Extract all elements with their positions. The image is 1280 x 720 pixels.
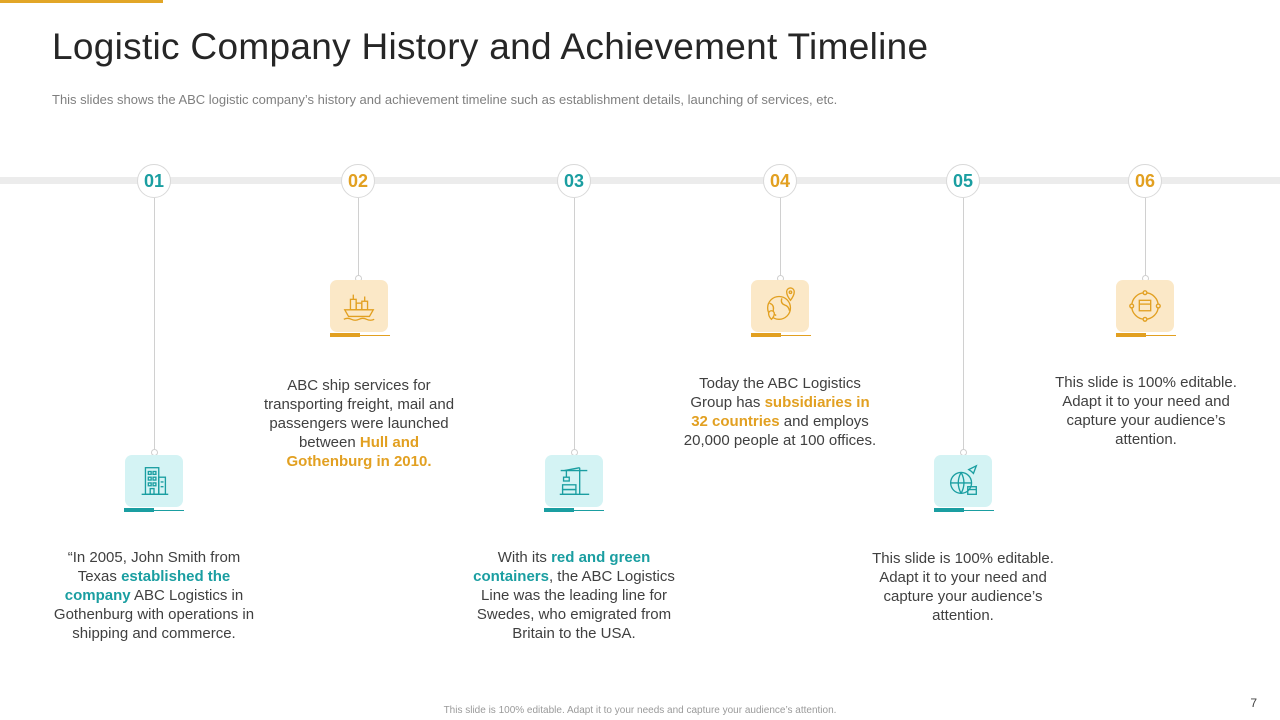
milestone-description-06: This slide is 100% editable. Adapt it to… xyxy=(1055,374,1237,448)
connector-line xyxy=(963,198,964,452)
milestone-description-03: With its red and green containers, the A… xyxy=(473,549,675,642)
milestone-number-05: 05 xyxy=(946,164,980,198)
cargo-ship-icon xyxy=(330,280,388,332)
icon-underline xyxy=(751,333,811,337)
milestone-description-02: ABC ship services for transporting freig… xyxy=(263,377,455,470)
page-number: 7 xyxy=(1250,696,1257,710)
milestone-description-04: Today the ABC Logistics Group has subsid… xyxy=(683,375,877,449)
milestone-description-05: This slide is 100% editable. Adapt it to… xyxy=(872,550,1054,624)
milestone-highlight: subsidiaries in 32 countries xyxy=(691,394,870,430)
container-crane-icon xyxy=(545,455,603,507)
connector-line xyxy=(780,198,781,278)
milestone-highlight: established the company xyxy=(64,568,231,604)
milestone-highlight: Hull and Gothenburg in 2010. xyxy=(286,434,432,470)
footer-note: This slide is 100% editable. Adapt it to… xyxy=(443,705,837,716)
milestone-highlight: red and green containers xyxy=(473,549,651,585)
icon-underline xyxy=(330,333,390,337)
connector-line xyxy=(358,198,359,278)
slide-subtitle: This slides shows the ABC logistic compa… xyxy=(52,92,838,107)
slide-title: Logistic Company History and Achievement… xyxy=(52,26,929,67)
milestone-number-06: 06 xyxy=(1128,164,1162,198)
delivery-cycle-icon xyxy=(1116,280,1174,332)
icon-underline xyxy=(544,508,604,512)
milestone-number-02: 02 xyxy=(341,164,375,198)
connector-line xyxy=(574,198,575,452)
timeline-track xyxy=(0,177,1280,184)
title-accent-bar xyxy=(0,0,163,3)
icon-underline xyxy=(1116,333,1176,337)
globe-location-icon xyxy=(751,280,809,332)
icon-underline xyxy=(934,508,994,512)
milestone-number-04: 04 xyxy=(763,164,797,198)
milestone-number-01: 01 xyxy=(137,164,171,198)
milestone-number-03: 03 xyxy=(557,164,591,198)
milestone-description-01: “In 2005, John Smith from Texas establis… xyxy=(53,549,255,642)
icon-underline xyxy=(124,508,184,512)
global-delivery-icon xyxy=(934,455,992,507)
connector-line xyxy=(154,198,155,452)
office-building-icon xyxy=(125,455,183,507)
connector-line xyxy=(1145,198,1146,278)
